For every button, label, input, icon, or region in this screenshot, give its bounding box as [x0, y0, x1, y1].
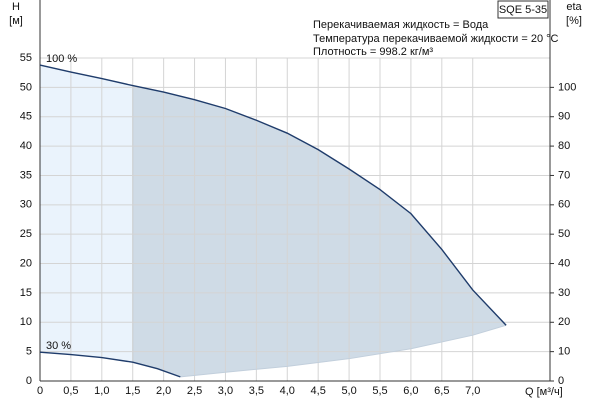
annotation: Температура перекачиваемой жидкости = 20… — [313, 33, 559, 45]
y-tick-label: 55 — [20, 52, 32, 64]
y2-axis-label: eta — [566, 1, 582, 13]
y-tick-label: 35 — [20, 169, 32, 181]
annotation: Перекачиваемая жидкость = Вода — [313, 19, 489, 31]
annotation: Плотность = 998.2 кг/м³ — [313, 46, 433, 58]
y2-tick-label: 70 — [558, 169, 570, 181]
curve — [39, 351, 181, 378]
x-tick-label: 0,5 — [63, 385, 78, 397]
area-left — [40, 65, 133, 363]
x-tick-label: 5,5 — [372, 385, 387, 397]
x-tick-label: 3,0 — [218, 385, 233, 397]
y-tick-label: 20 — [20, 257, 32, 269]
chart-title: SQE 5-35 — [499, 4, 547, 16]
y-axis-label: H — [12, 1, 20, 13]
y2-tick-label: 10 — [558, 346, 570, 358]
x-tick-label: 2,5 — [187, 385, 202, 397]
y-tick-label: 50 — [20, 81, 32, 93]
curve-label: 100 % — [46, 53, 77, 65]
x-tick-label: 2,0 — [156, 385, 171, 397]
y-tick-label: 45 — [20, 111, 32, 123]
y2-axis-unit: [%] — [566, 15, 582, 27]
y-tick-label: 0 — [26, 375, 32, 387]
y-tick-label: 25 — [20, 228, 32, 240]
x-tick-label: 6,0 — [403, 385, 418, 397]
title-box — [497, 0, 549, 19]
x-tick-label: 7,0 — [465, 385, 480, 397]
y-tick-label: 30 — [20, 199, 32, 211]
y2-tick-label: 50 — [558, 228, 570, 240]
curve-label: 30 % — [46, 340, 71, 352]
y-tick-label: 40 — [20, 140, 32, 152]
x-tick-label: 4,0 — [280, 385, 295, 397]
x-tick-label: 1,0 — [94, 385, 109, 397]
area-boundary — [180, 324, 507, 378]
y2-tick-label: 60 — [558, 199, 570, 211]
y2-tick-label: 30 — [558, 287, 570, 299]
y2-tick-label: 90 — [558, 111, 570, 123]
area-main — [132, 85, 507, 377]
x-tick-label: 3,5 — [249, 385, 264, 397]
y2-tick-label: 20 — [558, 316, 570, 328]
curve — [39, 64, 507, 326]
x-tick-label: 4,5 — [311, 385, 326, 397]
y-tick-label: 5 — [26, 346, 32, 358]
x-tick-label: 5,0 — [341, 385, 356, 397]
y-tick-label: 10 — [20, 316, 32, 328]
y2-tick-label: 100 — [558, 81, 576, 93]
x-axis-label: Q [м³/ч] — [525, 386, 563, 398]
x-tick-label: 0 — [37, 385, 43, 397]
y2-tick-label: 0 — [558, 375, 564, 387]
y2-tick-label: 80 — [558, 140, 570, 152]
x-tick-label: 1,5 — [125, 385, 140, 397]
y-axis-unit: [м] — [9, 15, 23, 27]
y2-tick-label: 40 — [558, 257, 570, 269]
y-tick-label: 15 — [20, 287, 32, 299]
x-tick-label: 6,5 — [434, 385, 449, 397]
